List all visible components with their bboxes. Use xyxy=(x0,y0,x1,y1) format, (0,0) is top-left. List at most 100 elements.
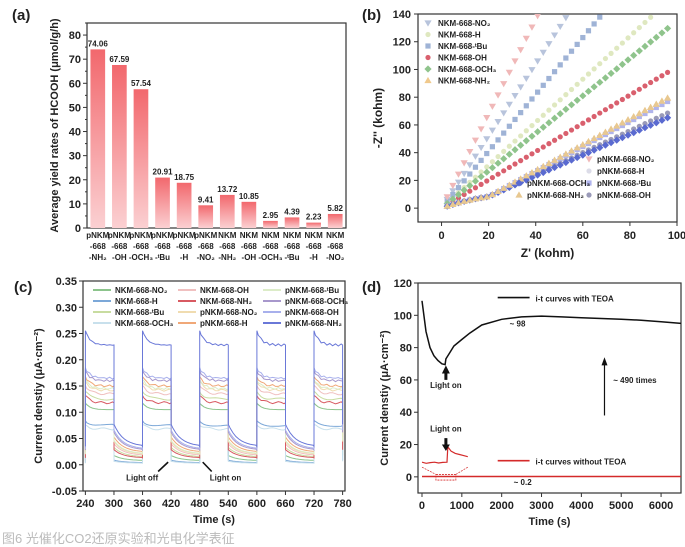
scatter-point xyxy=(625,93,631,99)
x-category-label: -OCH₃ xyxy=(258,253,282,262)
bar xyxy=(90,49,106,228)
x-category-label: -668 xyxy=(262,242,279,251)
legend-marker-b xyxy=(515,179,523,187)
y-tick-label-b: 100 xyxy=(393,64,411,76)
scatter-point xyxy=(523,154,529,160)
scatter-point xyxy=(471,177,480,185)
scatter-point xyxy=(449,195,457,203)
legend-label-c: pNKM-668-ᵗBu xyxy=(285,286,339,295)
panel-label-c: (c) xyxy=(14,279,32,296)
scatter-point xyxy=(631,116,637,123)
scatter-point xyxy=(556,23,564,31)
scatter-point xyxy=(590,83,598,91)
scatter-point xyxy=(601,74,610,82)
scatter-point xyxy=(584,87,593,95)
scatter-point xyxy=(648,118,654,124)
bar-value-label: 2.95 xyxy=(263,211,279,220)
scatter-point xyxy=(619,40,625,46)
scatter-point xyxy=(567,147,576,154)
scatter-point xyxy=(647,38,655,46)
bar xyxy=(327,213,343,228)
scatter-point xyxy=(658,116,666,124)
scatter-point xyxy=(529,96,535,102)
scatter-point xyxy=(573,144,581,151)
scatter-point xyxy=(500,155,508,163)
scatter-point xyxy=(505,101,513,108)
scatter-point xyxy=(590,134,598,142)
scatter-point xyxy=(489,159,496,165)
x-category-label: -668 xyxy=(241,242,258,251)
x-tick-label-b: 20 xyxy=(483,230,495,242)
scatter-point xyxy=(540,112,546,118)
x-category-label: -668 xyxy=(306,242,323,251)
bar-value-label: 20.91 xyxy=(153,168,174,177)
bar xyxy=(198,205,214,228)
y-axis-label-a: Average yield rates of HCOOH (μmol/g/h) xyxy=(49,18,61,232)
scatter-point xyxy=(567,101,576,109)
scatter-point xyxy=(511,93,519,100)
scatter-point xyxy=(574,41,580,47)
scatter-point xyxy=(556,153,564,160)
y-tick-label-c: -0.05 xyxy=(52,486,77,498)
scatter-point xyxy=(580,76,586,82)
x-category-label: pNKM xyxy=(151,231,174,240)
x-axis-label-b: Z' (kohm) xyxy=(521,246,575,260)
x-axis-label-d: Time (s) xyxy=(529,516,571,528)
scatter-point xyxy=(597,14,603,20)
scatter-point xyxy=(635,126,643,134)
annotation-c: Light on xyxy=(210,474,242,483)
scatter-point xyxy=(613,136,621,144)
scatter-point xyxy=(546,141,552,147)
x-axis-label-c: Time (s) xyxy=(193,514,235,526)
annotation-arrow xyxy=(157,461,169,473)
bar xyxy=(133,89,149,229)
y-tick-label-b: 140 xyxy=(393,9,411,21)
x-tick-label-d: 5000 xyxy=(609,500,633,512)
scatter-point xyxy=(443,202,451,209)
x-category-label: -668 xyxy=(155,242,172,251)
scatter-point xyxy=(601,128,610,135)
bar xyxy=(176,182,192,228)
scatter-point xyxy=(454,179,463,186)
legend-label-c: NKM-668-NH₂ xyxy=(200,297,252,306)
series-line xyxy=(84,369,344,452)
scatter-point xyxy=(539,168,547,177)
scatter-point xyxy=(471,153,480,160)
x-category-label: pNKM xyxy=(194,231,217,240)
scatter-point xyxy=(653,104,659,111)
inset-line xyxy=(421,445,468,464)
legend-label-c: pNKM-668-H xyxy=(200,319,248,328)
scatter-point xyxy=(534,14,541,20)
scatter-point xyxy=(585,28,592,34)
scatter-point xyxy=(528,24,536,31)
inset-connector xyxy=(455,466,468,475)
y-tick-label-c: 0.05 xyxy=(56,434,77,446)
bar-value-label: 2.23 xyxy=(306,213,322,222)
scatter-point xyxy=(619,96,625,103)
plot-frame-d xyxy=(417,282,682,494)
y-tick-label-c: 0.20 xyxy=(56,355,77,367)
scatter-point xyxy=(528,67,536,74)
bar-value-label: 18.75 xyxy=(174,173,195,182)
scatter-point xyxy=(607,139,615,147)
scatter-point xyxy=(545,41,553,48)
scatter-point xyxy=(534,128,542,136)
scatter-point xyxy=(567,156,576,164)
series-line xyxy=(84,377,344,455)
scatter-point xyxy=(460,160,468,167)
x-tick-label-d: 1000 xyxy=(450,500,474,512)
scatter-point xyxy=(528,169,536,176)
scatter-point xyxy=(591,66,597,72)
scatter-point xyxy=(461,191,467,198)
panel-label-a: (a) xyxy=(12,7,30,24)
scatter-point xyxy=(658,97,666,104)
scatter-point xyxy=(562,105,570,113)
scatter-point xyxy=(518,133,524,139)
bar xyxy=(263,220,278,228)
up-arrow-icon xyxy=(441,365,450,380)
x-tick-label-c: 360 xyxy=(133,498,151,510)
scatter-point xyxy=(653,76,659,82)
scatter-point xyxy=(563,130,569,137)
bar-value-label: 74.06 xyxy=(88,39,109,48)
bar xyxy=(284,217,300,228)
